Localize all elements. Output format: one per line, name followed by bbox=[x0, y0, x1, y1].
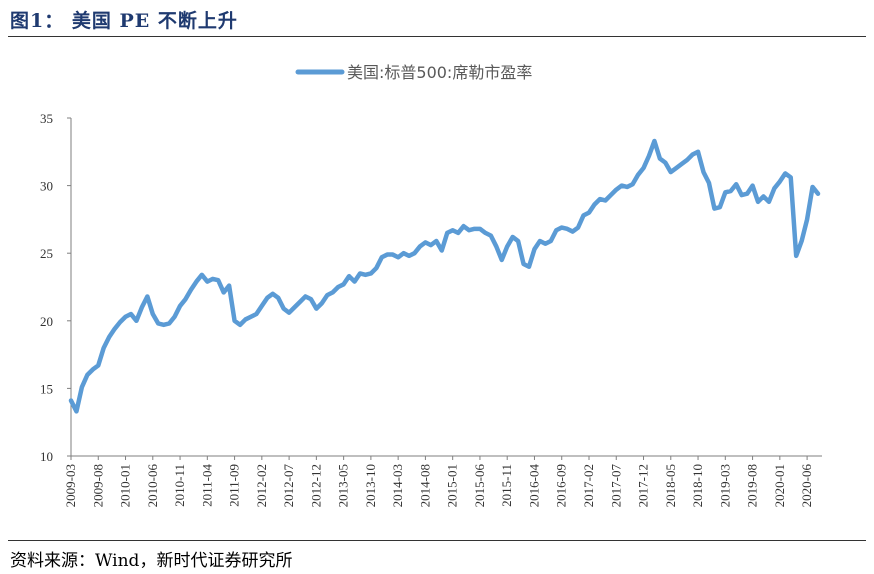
x-tick-label: 2016-04 bbox=[526, 464, 541, 508]
chart-axes bbox=[70, 118, 822, 457]
x-tick-label: 2018-10 bbox=[690, 464, 705, 507]
x-tick-label: 2017-07 bbox=[608, 464, 623, 508]
x-tick-label: 2015-06 bbox=[472, 464, 487, 508]
x-tick-label: 2010-01 bbox=[118, 464, 133, 507]
x-tick-label: 2017-12 bbox=[636, 464, 651, 507]
y-tick-label: 15 bbox=[40, 381, 53, 396]
chart-series bbox=[68, 138, 821, 414]
x-tick-label: 2011-04 bbox=[199, 464, 214, 507]
x-tick-label: 2018-05 bbox=[663, 464, 678, 507]
x-tick-label: 2011-09 bbox=[227, 464, 242, 507]
y-tick-label: 30 bbox=[40, 179, 53, 194]
x-tick-label: 2020-01 bbox=[772, 464, 787, 507]
x-tick-label: 2015-11 bbox=[499, 464, 514, 507]
x-tick-label: 2014-08 bbox=[417, 464, 432, 507]
y-tick-label: 10 bbox=[40, 449, 53, 464]
x-tick-label: 2019-03 bbox=[717, 464, 732, 507]
y-tick-label: 25 bbox=[40, 246, 53, 261]
figure-title: 图1： 美国 PE 不断上升 bbox=[10, 10, 238, 32]
x-tick-label: 2020-06 bbox=[799, 464, 814, 508]
legend-label: 美国:标普500:席勒市盈率 bbox=[347, 63, 532, 82]
x-tick-label: 2009-03 bbox=[63, 464, 78, 507]
x-tick-label: 2009-08 bbox=[90, 464, 105, 507]
x-tick-label: 2014-03 bbox=[390, 464, 405, 507]
x-tick-label: 2012-02 bbox=[254, 464, 269, 507]
chart-ticks: 10 15 20 25 30 35 2009-03 2009-08 2010-01 2010-06… bbox=[40, 111, 814, 507]
x-tick-label: 2010-11 bbox=[172, 464, 187, 507]
y-tick-label: 20 bbox=[40, 314, 53, 329]
x-tick-label: 2012-07 bbox=[281, 464, 296, 508]
top-rule bbox=[8, 36, 866, 37]
x-tick-label: 2010-06 bbox=[145, 464, 160, 508]
x-tick-label: 2013-10 bbox=[363, 464, 378, 507]
x-tick-label: 2017-02 bbox=[581, 464, 596, 507]
series-line-shiller-pe bbox=[68, 138, 821, 414]
x-tick-label: 2012-12 bbox=[308, 464, 323, 507]
source-note: 资料来源：Wind，新时代证券研究所 bbox=[10, 551, 293, 571]
y-tick-label: 35 bbox=[40, 111, 53, 126]
bottom-rule bbox=[8, 540, 866, 541]
x-tick-label: 2016-09 bbox=[554, 464, 569, 507]
x-tick-label: 2013-05 bbox=[336, 464, 351, 507]
x-tick-label: 2019-08 bbox=[745, 464, 760, 507]
chart-legend: 美国:标普500:席勒市盈率 bbox=[295, 63, 532, 82]
x-tick-label: 2015-01 bbox=[445, 464, 460, 507]
